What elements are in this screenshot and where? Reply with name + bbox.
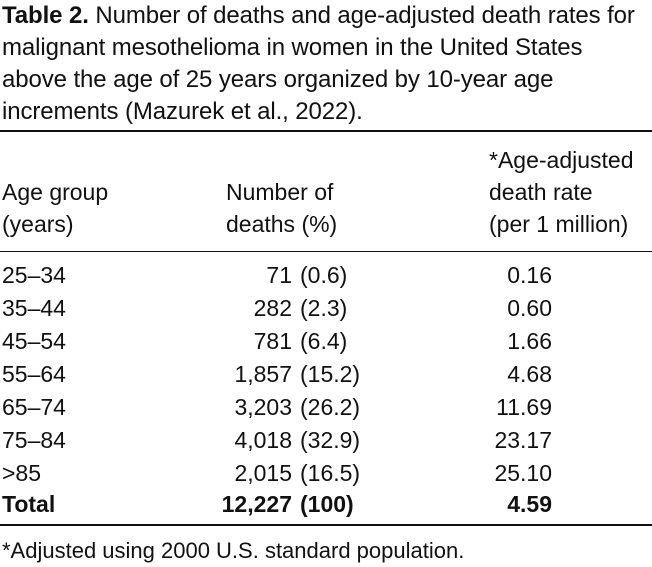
row-count: 2,015 [234,460,292,486]
row-count: 781 [253,328,292,354]
bottom-rule [0,524,652,526]
row-percent: (0.6) [300,262,348,288]
total-count: 12,227 [221,491,292,517]
header-age-line-1: Age group [2,179,109,205]
row-age: 75–84 [2,427,66,453]
row-count: 282 [253,295,292,321]
row-rate: 11.69 [496,394,552,420]
total-rate: 4.59 [507,491,552,517]
row-percent: (16.5) [300,460,361,486]
row-rate: 0.60 [507,295,552,321]
total-label: Total [2,491,56,517]
header-rule [0,251,652,252]
row-percent: (32.9) [300,427,361,453]
row-rate: 1.66 [507,328,552,354]
row-percent: (15.2) [300,361,361,387]
top-rule [0,130,652,132]
row-age: 35–44 [2,295,66,321]
row-rate: 0.16 [507,262,552,288]
row-percent: (26.2) [300,394,361,420]
row-age: 25–34 [2,262,66,288]
row-count: 4,018 [234,427,292,453]
row-age: >85 [2,460,42,486]
row-percent: (2.3) [300,295,348,321]
total-percent: (100) [300,491,354,517]
header-rate-line-1: *Age-adjusted [489,147,634,173]
table-footnote: *Adjusted using 2000 U.S. standard popul… [2,538,465,563]
caption-text: Number of deaths and age-adjusted death … [2,2,635,125]
header-rate-line-2: death rate [489,179,593,205]
row-rate: 4.68 [507,361,552,387]
header-deaths-line-1: Number of [226,179,334,205]
caption-label: Table 2. [2,2,89,29]
row-age: 45–54 [2,328,66,354]
header-rate-line-3: (per 1 million) [489,211,629,237]
row-rate: 23.17 [494,427,552,453]
row-age: 65–74 [2,394,66,420]
row-count: 71 [266,262,292,288]
header-deaths-line-2: deaths (%) [226,211,338,237]
row-count: 1,857 [234,361,292,387]
row-count: 3,203 [234,394,292,420]
row-age: 55–64 [2,361,66,387]
row-rate: 25.10 [494,460,552,486]
header-age-line-2: (years) [2,211,74,237]
table-caption: Table 2. Number of deaths and age-adjust… [2,0,650,128]
row-percent: (6.4) [300,328,348,354]
